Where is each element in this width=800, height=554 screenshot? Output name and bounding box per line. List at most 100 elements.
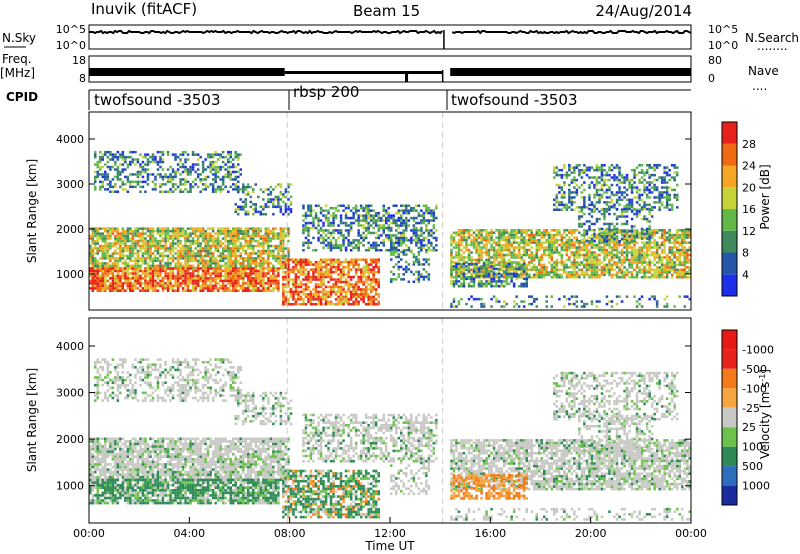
heatmap-cell: [329, 275, 333, 279]
heatmap-cell: [605, 248, 609, 252]
heatmap-cell: [259, 272, 263, 275]
heatmap-cell: [412, 255, 416, 259]
heatmap-cell: [312, 221, 315, 225]
heatmap-cell: [565, 263, 569, 267]
heatmap-cell: [159, 247, 162, 250]
heatmap-cell: [415, 260, 418, 264]
heatmap-cell: [121, 289, 125, 292]
heatmap-cell: [121, 180, 125, 184]
heatmap-cell: [377, 265, 381, 269]
heatmap-cell: [232, 188, 235, 191]
heatmap-cell: [578, 231, 581, 234]
heatmap-cell: [196, 272, 200, 275]
heatmap-cell: [179, 267, 182, 270]
heatmap-cell: [121, 277, 125, 280]
heatmap-cell: [269, 289, 273, 292]
heatmap-cell: [681, 263, 684, 267]
heatmap-cell: [199, 289, 202, 292]
heatmap-cell: [219, 244, 222, 248]
heatmap-cell: [237, 175, 240, 179]
heatmap-cell: [588, 248, 591, 252]
heatmap-cell: [502, 236, 506, 239]
heatmap-cell: [272, 203, 275, 206]
heatmap-cell: [209, 279, 212, 283]
heatmap-cell: [144, 249, 147, 253]
heatmap-cell: [159, 160, 162, 164]
heatmap-cell: [116, 190, 120, 193]
heatmap-cell: [204, 244, 207, 248]
heatmap-cell: [678, 251, 682, 254]
heatmap-cell: [435, 206, 438, 210]
heatmap-cell: [257, 262, 260, 265]
heatmap-cell: [206, 155, 210, 159]
heatmap-cell: [354, 298, 358, 301]
heatmap-cell: [111, 269, 115, 273]
heatmap-cell: [159, 229, 162, 233]
heatmap-cell: [206, 267, 210, 270]
heatmap-cell: [121, 227, 125, 230]
heatmap-cell: [104, 262, 107, 265]
heatmap-cell: [655, 271, 659, 274]
heatmap-cell: [201, 257, 205, 260]
heatmap-cell: [126, 165, 130, 169]
heatmap-cell: [96, 229, 100, 233]
heatmap-cell: [380, 241, 383, 245]
heatmap-cell: [156, 247, 160, 250]
heatmap-cell: [374, 263, 378, 266]
heatmap-cell: [645, 251, 649, 254]
heatmap-cell: [329, 246, 333, 250]
heatmap-cell: [530, 246, 534, 249]
heatmap-cell: [450, 233, 453, 237]
heatmap-cell: [329, 214, 333, 217]
heatmap-cell: [422, 258, 426, 261]
heatmap-cell: [252, 282, 255, 285]
heatmap-cell: [289, 183, 293, 186]
heatmap-cell: [563, 266, 566, 269]
heatmap-cell: [126, 262, 130, 265]
heatmap-cell: [405, 239, 408, 242]
heatmap-cell: [595, 271, 599, 274]
heatmap-cell: [211, 234, 215, 238]
heatmap-cell: [124, 229, 127, 233]
heatmap-cell: [455, 271, 458, 274]
heatmap-cell: [119, 232, 122, 235]
heatmap-cell: [593, 236, 596, 239]
heatmap-cell: [227, 257, 230, 260]
heatmap-cell: [176, 274, 180, 278]
heatmap-cell: [189, 289, 192, 292]
heatmap-cell: [395, 204, 398, 207]
heatmap-cell: [618, 271, 621, 274]
heatmap-cell: [151, 242, 155, 245]
heatmap-cell: [237, 249, 240, 253]
heatmap-cell: [242, 267, 245, 270]
heatmap-cell: [149, 274, 152, 278]
heatmap-cell: [339, 244, 343, 247]
heatmap-cell: [189, 239, 192, 243]
heatmap-cell: [171, 232, 175, 235]
heatmap-cell: [156, 267, 160, 270]
heatmap-cell: [109, 153, 112, 156]
heatmap-cell: [194, 170, 197, 174]
heatmap-cell: [121, 239, 125, 243]
heatmap-cell: [191, 165, 195, 169]
heatmap-cell: [580, 246, 584, 249]
heatmap-cell: [364, 285, 368, 289]
heatmap-cell: [625, 246, 629, 249]
heatmap-cell: [94, 188, 97, 191]
heatmap-cell: [121, 257, 125, 260]
heatmap-cell: [196, 279, 200, 283]
heatmap-cell: [297, 278, 300, 281]
heatmap-cell: [663, 238, 666, 242]
heatmap-cell: [89, 267, 92, 270]
heatmap-cell: [247, 242, 250, 245]
heatmap-cell: [126, 178, 130, 181]
heatmap-cell: [179, 232, 182, 235]
heatmap-cell: [455, 253, 458, 257]
heatmap-cell: [538, 263, 541, 267]
heatmap-cell: [262, 277, 265, 280]
heatmap-cell: [462, 251, 466, 254]
heatmap-cell: [339, 234, 343, 237]
heatmap-cell: [673, 271, 676, 274]
heatmap-cell: [149, 252, 152, 255]
heatmap-cell: [512, 231, 516, 234]
